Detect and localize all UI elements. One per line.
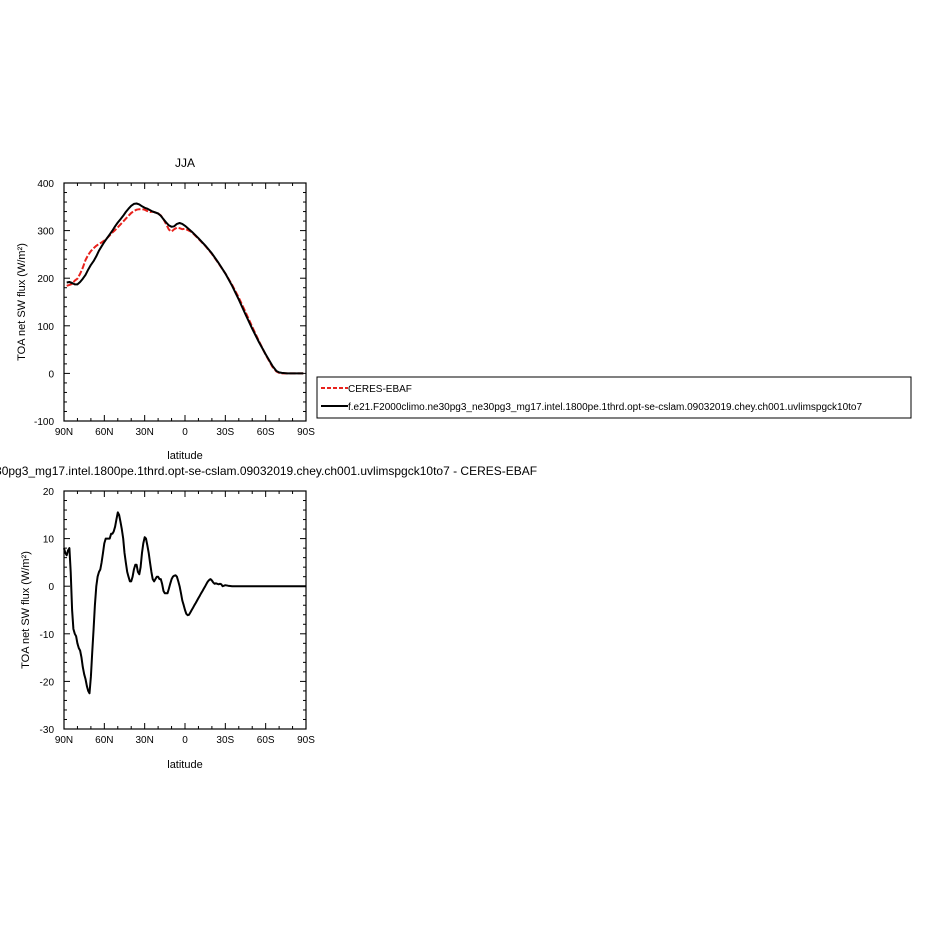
- bottom-axis-ticks: 90N 60N 30N 0 30S 60S 90S -30 -20 -10 0 10 20: [40, 487, 316, 746]
- panel1-x-tick-label: 60S: [257, 735, 275, 746]
- bottom-chart-title: f.e21.F2000climo.ne30pg3_ne30pg3_mg17.in…: [0, 464, 537, 478]
- panel1-x-tick-label: 90N: [55, 735, 73, 746]
- panel1-x-tick-label: 0: [182, 735, 188, 746]
- panel0-x-tick-label: 60S: [257, 427, 275, 438]
- bottom-panel: f.e21.F2000climo.ne30pg3_ne30pg3_mg17.in…: [0, 464, 537, 771]
- top-legend: CERES-EBAF f.e21.F2000climo.ne30pg3_ne30…: [316, 376, 912, 419]
- panel0-y-tick-label: 400: [37, 179, 54, 190]
- legend-box: [316, 376, 912, 419]
- top-chart-title: JJA: [175, 156, 195, 170]
- panel1-x-tick-label: 90S: [297, 735, 315, 746]
- panel0-y-tick-label: -100: [34, 417, 54, 428]
- bottom-x-axis-label: latitude: [167, 759, 202, 771]
- panel0-x-tick-label: 60N: [95, 427, 113, 438]
- panel1-x-tick-label: 30N: [135, 735, 153, 746]
- top-plot-frame: [63, 182, 307, 422]
- top-y-axis-label: TOA net SW flux (W/m²): [16, 243, 28, 361]
- panel1-series-0-line: [63, 511, 306, 695]
- panel1-x-tick-label: 60N: [95, 735, 113, 746]
- panel0-x-tick-label: 90S: [297, 427, 315, 438]
- panel0-x-tick-label: 0: [182, 427, 188, 438]
- panel1-y-tick-label: -30: [40, 725, 55, 736]
- bottom-plot-series: [63, 511, 306, 695]
- panel1-y-tick-label: -10: [40, 630, 55, 641]
- panel1-y-tick-label: 20: [43, 487, 55, 498]
- panel0-x-tick-label: 90N: [55, 427, 73, 438]
- panel0-x-tick-label: 30S: [216, 427, 234, 438]
- panel0-y-tick-label: 300: [37, 227, 54, 238]
- panel1-x-tick-label: 30S: [216, 735, 234, 746]
- panel0-y-tick-label: 100: [37, 322, 54, 333]
- panel1-y-tick-label: -20: [40, 677, 55, 688]
- legend-label-model: f.e21.F2000climo.ne30pg3_ne30pg3_mg17.in…: [348, 402, 862, 413]
- panel0-series-1-line: [66, 202, 304, 375]
- panel0-x-tick-label: 30N: [135, 427, 153, 438]
- panel0-series-0-line: [66, 208, 304, 375]
- top-axis-ticks: 90N 60N 30N 0 30S 60S 90S -100 0 100 200 300 400: [34, 179, 315, 438]
- top-plot-series: [66, 202, 304, 375]
- legend-label-ceres: CERES-EBAF: [348, 384, 412, 395]
- panel0-y-tick-label: 200: [37, 274, 54, 285]
- panel0-y-tick-label: 0: [48, 369, 54, 380]
- panel1-y-tick-label: 10: [43, 535, 55, 546]
- top-x-axis-label: latitude: [167, 450, 202, 462]
- top-panel: JJA 90N 60N 30N 0 30S 60S 90S -100 0 100 200 300 400…: [16, 156, 912, 462]
- bottom-y-axis-label: TOA net SW flux (W/m²): [20, 551, 32, 669]
- panel1-y-tick-label: 0: [48, 582, 54, 593]
